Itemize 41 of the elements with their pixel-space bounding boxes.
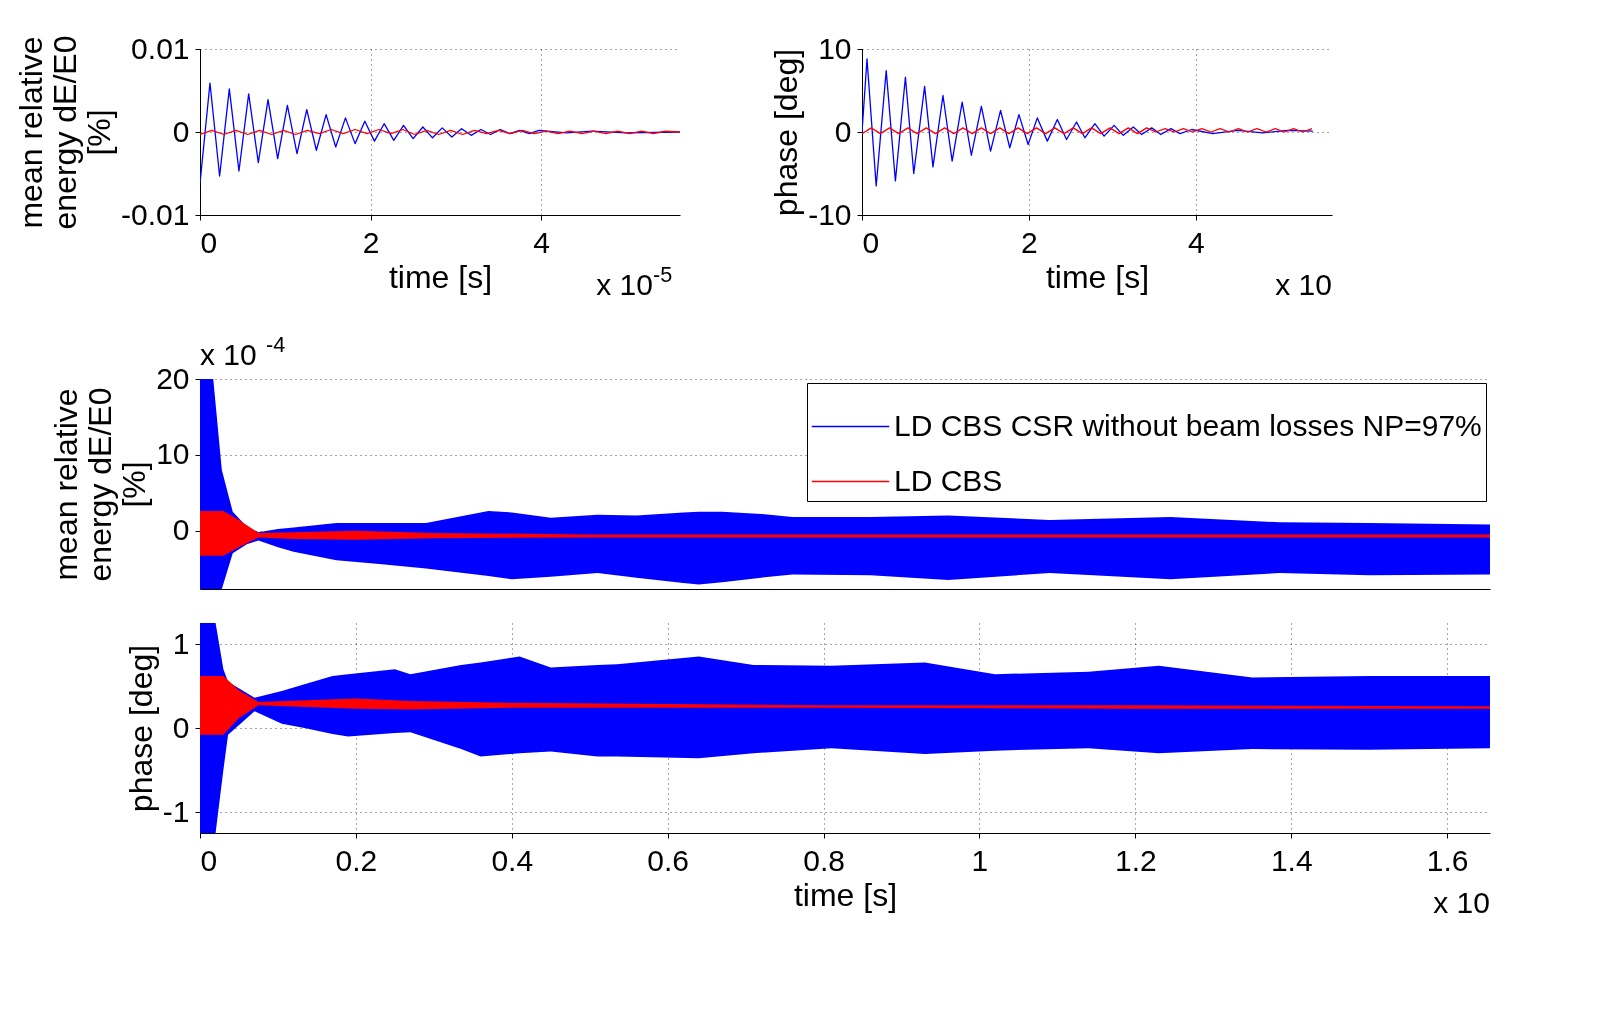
x-tick-label: 0.6 [647, 843, 690, 877]
x-axis-title: time [s] [1045, 258, 1150, 295]
y-tick-label: 0 [172, 114, 190, 148]
x-tick-label: 0.8 [803, 843, 845, 877]
x-tick-label: 1.4 [1270, 843, 1313, 877]
x-tick-label: 0.2 [335, 843, 378, 877]
y-tick-label: 10 [818, 31, 852, 65]
y-tick-label: -1 [162, 794, 190, 828]
text: x 10 [1433, 886, 1490, 919]
y-tick-label: 20 [156, 361, 190, 395]
x-tick-label: 4 [1188, 225, 1205, 259]
x-tick-label: 0 [200, 225, 218, 259]
y-tick-label: 1 [172, 626, 190, 660]
y-tick-label: 0 [172, 710, 190, 744]
x-tick-label: 2 [1021, 225, 1038, 259]
y-tick-label: -0.01 [121, 197, 190, 231]
x-axis-title: time [s] [388, 258, 493, 295]
x-tick-label: 0.4 [491, 843, 534, 877]
y-tick-label: 10 [156, 437, 190, 471]
line-series [200, 82, 680, 185]
x-tick-label: 4 [533, 225, 550, 259]
text: x 10 [1275, 268, 1332, 301]
x-tick-label: 1.2 [1114, 843, 1157, 877]
line-series [862, 58, 1314, 187]
x-tick-label: 0 [200, 843, 218, 877]
y-axis-title: phase [deg] [122, 644, 159, 813]
y-tick-label: 0 [172, 513, 190, 547]
x-tick-label: 0 [862, 225, 880, 259]
y-tick-label: 0.01 [131, 31, 190, 65]
legend-label: LD CBS CSR without beam losses NP=97% [894, 408, 1482, 442]
x-axis-title: time [s] [793, 876, 898, 913]
y-axis-title: mean relative energy dE/E0 [%] [48, 387, 153, 582]
y-axis-title: mean relative energy dE/E0 [%] [13, 35, 118, 230]
x-tick-label: 1 [971, 843, 989, 877]
y-tick-label: 0 [834, 114, 852, 148]
x-tick-label: 1.6 [1426, 843, 1469, 877]
legend-label: LD CBS [894, 463, 1003, 497]
x-tick-label: 2 [362, 225, 380, 259]
y-axis-title: phase [deg] [768, 48, 805, 217]
text: x 10-4 [200, 332, 286, 371]
y-tick-label: -10 [808, 197, 852, 231]
